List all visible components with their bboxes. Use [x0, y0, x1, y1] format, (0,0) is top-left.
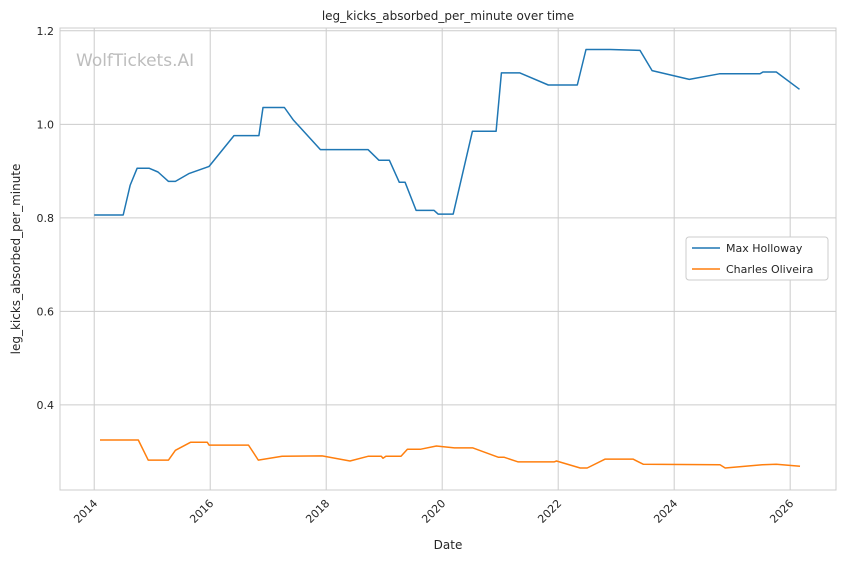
x-axis-label: Date: [434, 538, 463, 552]
y-tick-label: 0.8: [37, 212, 55, 225]
series-line-charles-oliveira: [100, 439, 801, 469]
series-line-max-holloway: [94, 48, 800, 216]
chart-title: leg_kicks_absorbed_per_minute over time: [322, 9, 574, 23]
series-lines: [94, 48, 801, 469]
legend: Max Holloway Charles Oliveira: [685, 236, 829, 281]
watermark: WolfTickets.AI: [76, 51, 194, 71]
grid: [60, 28, 836, 490]
y-tick-label: 1.2: [37, 25, 55, 38]
legend-label-max-holloway: Max Holloway: [726, 242, 803, 255]
legend-box: [685, 236, 829, 281]
y-axis-label: leg_kicks_absorbed_per_minute: [9, 164, 23, 355]
legend-label-charles-oliveira: Charles Oliveira: [726, 263, 813, 276]
y-tick-label: 1.0: [37, 118, 55, 131]
y-tick-label: 0.6: [37, 305, 55, 318]
y-tick-label: 0.4: [37, 399, 55, 412]
plot-frame: [59, 27, 837, 491]
